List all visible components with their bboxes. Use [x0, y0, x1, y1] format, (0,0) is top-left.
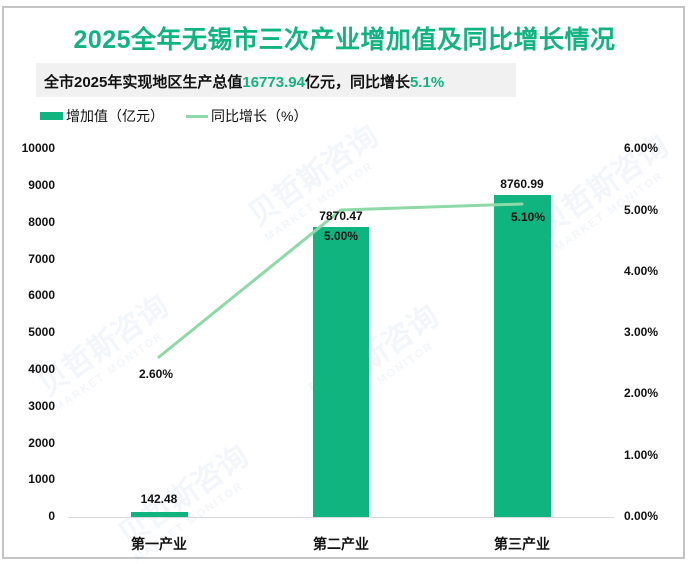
gdp-growth: 5.1%: [409, 74, 445, 91]
growth-point-label: 5.10%: [510, 210, 546, 224]
x-axis-label: 第三产业: [494, 536, 550, 552]
bar-value-label: 7870.47: [319, 209, 363, 223]
left-axis-tick: 2000: [28, 436, 55, 450]
bar-value-label: 8760.99: [500, 177, 544, 191]
legend-item-bar: 增加值（亿元）: [40, 106, 164, 126]
left-axis-tick: 4000: [28, 362, 55, 376]
x-axis-label: 第二产业: [313, 536, 369, 552]
bar-primary-industry: [131, 512, 188, 517]
left-axis-tick: 10000: [21, 141, 55, 155]
left-axis-tick: 0: [48, 509, 55, 523]
bar-swatch-icon: [40, 112, 63, 120]
growth-point-label: 5.00%: [323, 229, 359, 243]
subtitle-background: [36, 63, 516, 97]
chart-legend: 增加值（亿元） 同比增长（%）: [40, 106, 329, 126]
right-axis-tick: 5.00%: [624, 203, 659, 217]
right-axis-tick: 2.00%: [624, 386, 659, 400]
bar-value-label: 142.48: [140, 492, 178, 506]
left-axis-tick: 5000: [28, 325, 55, 339]
x-axis-label: 第一产业: [131, 536, 187, 552]
right-axis-tick: 1.00%: [624, 448, 659, 462]
right-axis-tick: 0.00%: [624, 509, 659, 523]
bar-secondary-industry: [313, 227, 369, 517]
legend-line-label: 同比增长（%）: [211, 108, 308, 124]
line-swatch-icon: [186, 114, 208, 118]
right-axis-tick: 6.00%: [624, 141, 659, 155]
left-axis-tick: 7000: [28, 252, 55, 266]
growth-point-label: 2.60%: [138, 367, 174, 381]
subtitle-mid: 亿元，同比增长: [304, 74, 410, 91]
legend-bar-label: 增加值（亿元）: [66, 108, 164, 124]
subtitle-prefix: 全市2025年实现地区生产总值: [44, 74, 243, 91]
left-axis-tick: 9000: [28, 178, 55, 192]
bar-tertiary-industry: [494, 195, 551, 517]
x-axis-line: [68, 517, 614, 518]
frame-top-border: [2, 6, 685, 8]
left-axis-tick: 1000: [28, 472, 55, 486]
left-axis-tick: 3000: [28, 399, 55, 413]
right-axis-tick: 3.00%: [624, 325, 659, 339]
gdp-value: 16773.94: [242, 74, 305, 91]
chart-title: 2025全年无锡市三次产业增加值及同比增长情况: [73, 26, 616, 54]
legend-item-line: 同比增长（%）: [186, 106, 307, 126]
left-axis-tick: 8000: [28, 215, 55, 229]
left-axis-tick: 6000: [28, 288, 55, 302]
chart-subtitle: 全市2025年实现地区生产总值16773.94亿元，同比增长5.1%: [44, 71, 444, 92]
right-axis-tick: 4.00%: [624, 264, 659, 278]
chart-frame: [2, 8, 685, 559]
